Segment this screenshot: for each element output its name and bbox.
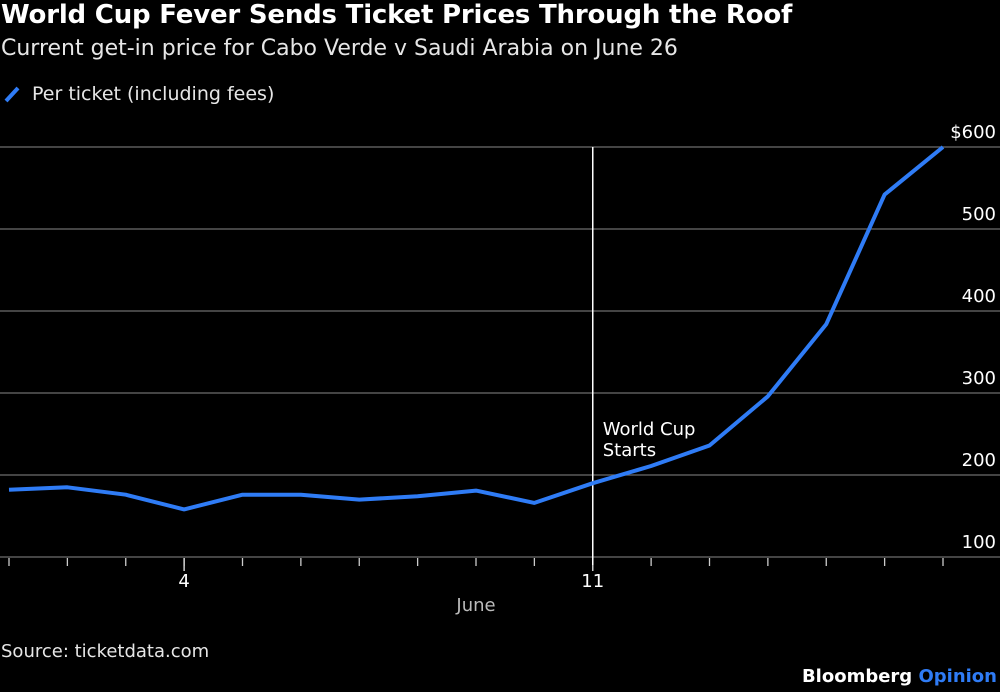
x-tick-label-11: 11 [581, 571, 604, 592]
y-tick-label-500: 500 [962, 204, 996, 225]
source-note: Source: ticketdata.com [1, 641, 210, 662]
brand-accent: Opinion [918, 666, 997, 687]
brand-logo: Bloomberg Opinion [802, 666, 997, 687]
y-tick-label-300: 300 [962, 368, 996, 389]
y-tick-label-600: $600 [950, 122, 996, 143]
brand-name: Bloomberg [801, 666, 913, 687]
x-axis-label: June [455, 595, 495, 616]
x-tick-label-4: 4 [178, 571, 189, 592]
legend-label: Per ticket (including fees) [32, 83, 275, 105]
legend-swatch-icon [4, 86, 20, 103]
y-tick-label-400: 400 [962, 286, 996, 307]
y-tick-label-100: 100 [962, 532, 996, 553]
annotation-label-line-2: Starts [603, 440, 656, 461]
series-line-1 [8, 145, 945, 512]
annotation-label-line-1: World Cup [603, 419, 696, 440]
y-tick-label-200: 200 [962, 450, 996, 471]
chart-subtitle: Current get-in price for Cabo Verde v Sa… [1, 36, 678, 61]
legend: Per ticket (including fees) [4, 82, 274, 106]
chart-title: World Cup Fever Sends Ticket Prices Thro… [1, 0, 793, 30]
